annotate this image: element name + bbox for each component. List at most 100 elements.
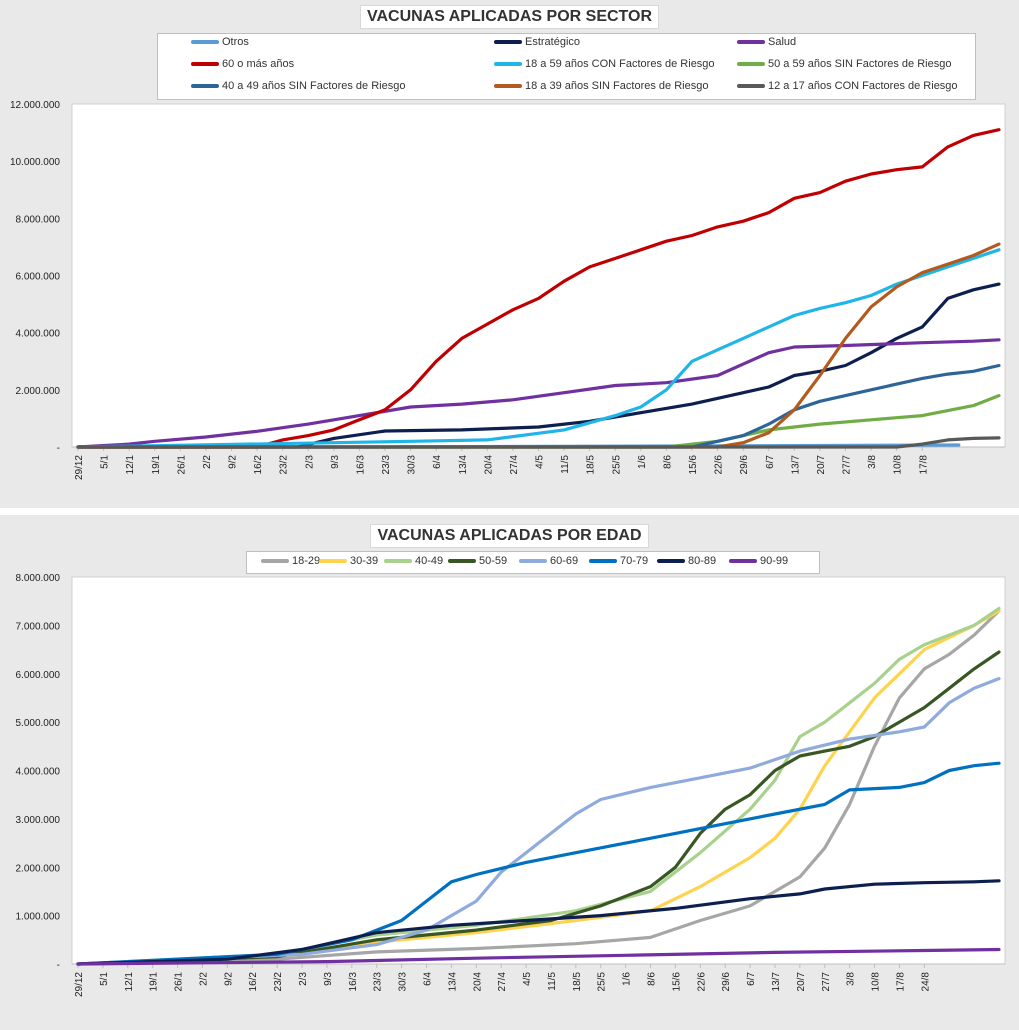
legend-label: 60-69 [550, 555, 579, 567]
chart-title: VACUNAS APLICADAS POR EDAD [370, 524, 649, 548]
series-line-70-79 [76, 761, 1001, 966]
series-line-80-89 [76, 879, 1001, 966]
legend-label: Salud [768, 36, 797, 48]
x-tick-label: 29/12 [74, 455, 85, 480]
legend-label: 50-59 [479, 555, 508, 567]
series-line-12-a-17-anos-con-factores-de-riesgo [76, 436, 1001, 449]
x-tick-label: 29/6 [721, 972, 732, 992]
x-tick-label: 10/8 [893, 455, 904, 475]
legend-item-salud: Salud [737, 36, 796, 48]
x-tick-label: 9/2 [223, 972, 234, 986]
legend-swatch [384, 559, 412, 563]
x-tick-label: 30/3 [407, 455, 418, 475]
x-tick-label: 15/6 [671, 972, 682, 992]
legend-item-70-79: 70-79 [589, 555, 648, 567]
legend-swatch [261, 559, 289, 563]
x-tick-label: 16/3 [348, 972, 359, 992]
x-tick-label: 27/4 [509, 455, 520, 475]
x-tick-label: 3/8 [846, 972, 857, 986]
series-line-40-a-49-anos-sin-factores-de-riesgo [76, 363, 1001, 449]
x-tick-label: 27/4 [497, 972, 508, 992]
y-tick-label: 6.000.000 [16, 272, 61, 283]
x-tick-label: 10/8 [871, 972, 882, 992]
legend-item-50-59: 50-59 [448, 555, 507, 567]
x-tick-label: 13/7 [790, 455, 801, 475]
y-tick-label: 3.000.000 [16, 815, 61, 826]
x-tick-label: 6/7 [746, 972, 757, 986]
x-tick-label: 3/8 [867, 455, 878, 469]
legend-swatch [519, 559, 547, 563]
legend-label: 70-79 [620, 555, 649, 567]
legend-swatch [319, 559, 347, 563]
x-tick-label: 9/2 [228, 455, 239, 469]
legend-item-30-39: 30-39 [319, 555, 378, 567]
x-tick-label: 6/4 [432, 455, 443, 469]
legend-item-18-a-59-anos-con-factores-de-riesgo: 18 a 59 años CON Factores de Riesgo [494, 58, 715, 70]
x-tick-label: 23/3 [373, 972, 384, 992]
x-tick-label: 1/6 [637, 455, 648, 469]
x-tick-label: 5/1 [100, 455, 111, 469]
chart-legend: 18-29 30-39 40-49 50-59 60-69 70-79 80-89 90-99 [246, 551, 820, 574]
x-tick-label: 29/6 [739, 455, 750, 475]
x-tick-label: 16/2 [253, 455, 264, 475]
legend-item-12-a-17-anos-con-factores-de-riesgo: 12 a 17 años CON Factores de Riesgo [737, 80, 958, 92]
y-tick-label: 4.000.000 [16, 329, 61, 340]
x-tick-label: 19/1 [151, 455, 162, 475]
x-tick-label: 16/3 [355, 455, 366, 475]
legend-swatch [729, 559, 757, 563]
series-line-90-99 [76, 947, 1001, 966]
x-tick-label: 23/2 [279, 455, 290, 475]
y-tick-label: 4.000.000 [16, 767, 61, 778]
x-tick-label: 8/6 [647, 972, 658, 986]
line-chart-sector: - 2.000.000 4.000.000 6.000.000 8.000.000 10.… [10, 100, 1006, 480]
legend-item-80-89: 80-89 [657, 555, 716, 567]
legend-swatch [191, 62, 219, 66]
legend-swatch [589, 559, 617, 563]
x-tick-label: 13/7 [771, 972, 782, 992]
chart-title-container: VACUNAS APLICADAS POR SECTOR [0, 5, 1019, 29]
legend-item-60-o-mas-anos: 60 o más años [191, 58, 294, 70]
legend-label: 12 a 17 años CON Factores de Riesgo [768, 80, 958, 92]
x-tick-label: 2/2 [198, 972, 209, 986]
chart-title: VACUNAS APLICADAS POR SECTOR [359, 5, 660, 29]
y-tick-label: 10.000.000 [10, 157, 60, 168]
x-tick-label: 1/6 [622, 972, 633, 986]
x-tick-label: 17/8 [918, 455, 929, 475]
x-tick-label: 8/6 [662, 455, 673, 469]
x-tick-label: 26/1 [174, 972, 185, 992]
series-line-18-29 [76, 609, 1001, 966]
x-tick-label: 11/5 [547, 972, 558, 991]
legend-swatch [191, 40, 219, 44]
series-line-40-49 [76, 606, 1001, 966]
legend-label: 60 o más años [222, 58, 295, 70]
y-tick-label: 7.000.000 [16, 621, 61, 632]
y-tick-label: - [57, 960, 60, 971]
y-tick-label: 5.000.000 [16, 718, 61, 729]
x-tick-label: 27/7 [821, 972, 832, 992]
series-line-30-39 [76, 609, 1001, 966]
x-tick-label: 16/2 [248, 972, 259, 992]
legend-label: Estratégico [525, 36, 581, 48]
x-tick-label: 20/4 [483, 455, 494, 475]
plot-area [71, 103, 1006, 448]
x-tick-label: 12/1 [125, 455, 136, 475]
legend-label: Otros [222, 36, 249, 48]
x-tick-label: 18/5 [572, 972, 583, 992]
y-tick-label: 2.000.000 [16, 386, 61, 397]
series-line-estrategico [76, 282, 1001, 449]
series-line-50-a-59-anos-sin-factores-de-riesgo [76, 394, 1001, 449]
x-tick-label: 23/2 [273, 972, 284, 992]
y-tick-label: 1.000.000 [16, 912, 61, 923]
series-line-60-o-mas-anos [76, 128, 1001, 449]
legend-item-60-69: 60-69 [519, 555, 578, 567]
x-tick-label: 17/8 [895, 972, 906, 992]
chart-panel-sector: VACUNAS APLICADAS POR SECTOR Otros Estrat… [0, 0, 1019, 508]
series-line-60-69 [76, 677, 1001, 966]
x-tick-label: 9/3 [323, 972, 334, 986]
y-tick-label: 8.000.000 [16, 214, 61, 225]
y-tick-label: 12.000.000 [10, 100, 60, 111]
x-tick-label: 15/6 [688, 455, 699, 475]
x-tick-label: 20/7 [796, 972, 807, 992]
x-tick-label: 25/5 [611, 455, 622, 475]
x-tick-label: 9/3 [330, 455, 341, 469]
